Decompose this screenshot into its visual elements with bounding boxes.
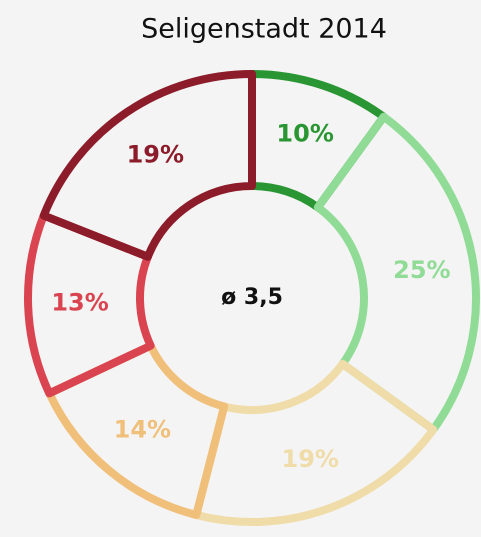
chart-title: Seligenstadt 2014 — [141, 14, 387, 45]
data-label: 19% — [127, 141, 184, 169]
data-label: 19% — [282, 445, 339, 473]
donut-segment — [313, 112, 480, 434]
data-label: 25% — [393, 256, 450, 284]
donut-segment — [39, 70, 256, 261]
center-label: ø 3,5 — [221, 285, 283, 310]
data-label: 10% — [276, 119, 333, 147]
donut-segment — [192, 359, 438, 526]
data-label: 13% — [51, 288, 108, 316]
data-label: 14% — [114, 416, 171, 444]
